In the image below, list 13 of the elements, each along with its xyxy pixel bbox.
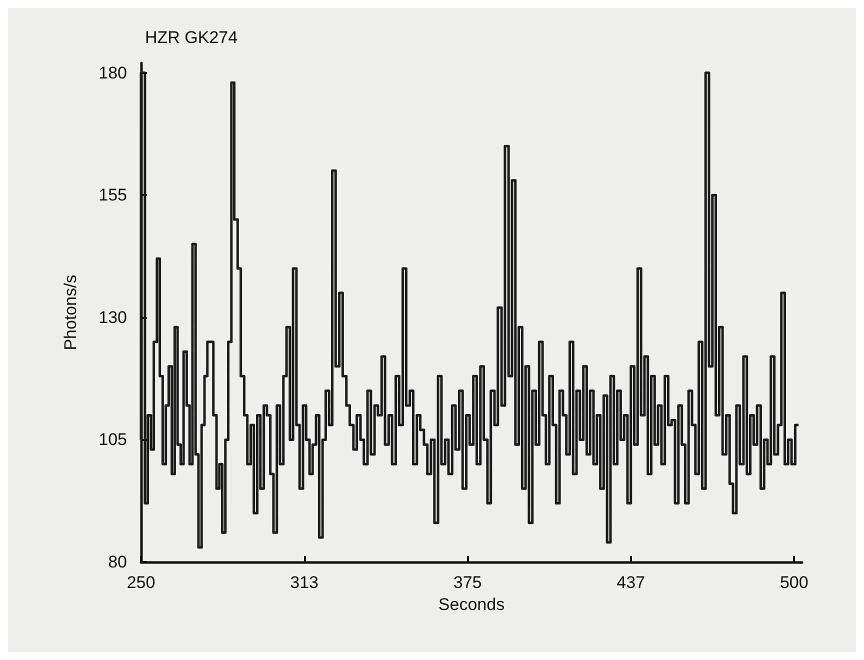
x-axis-title: Seconds: [438, 595, 505, 614]
y-tick-label: 80: [108, 552, 127, 572]
y-tick-label: 105: [98, 430, 127, 450]
y-axis-title: Photons/s: [61, 274, 80, 350]
x-tick-label: 375: [453, 573, 482, 592]
y-tick-label: 130: [98, 308, 127, 327]
chart-title: HZR GK274: [145, 28, 238, 47]
y-tick-label: 155: [98, 186, 127, 205]
x-tick-label: 250: [126, 573, 156, 592]
y-tick-label: 180: [98, 63, 127, 82]
x-tick-label: 437: [616, 573, 646, 592]
x-tick-label: 500: [780, 573, 808, 592]
x-tick-label: 313: [290, 573, 318, 592]
